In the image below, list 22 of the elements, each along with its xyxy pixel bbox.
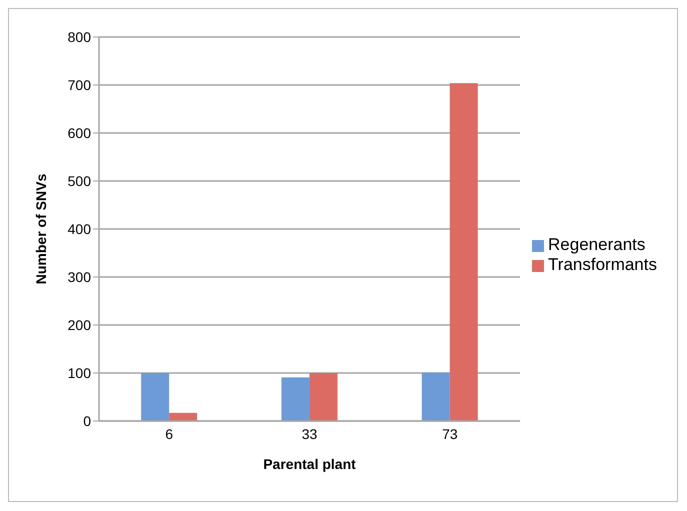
x-tick-label: 6 — [165, 426, 174, 442]
y-tick-label: 100 — [68, 364, 92, 381]
y-tick-label: 200 — [68, 316, 92, 333]
y-tick-label: 0 — [83, 412, 92, 429]
y-tick-label: 400 — [68, 220, 92, 237]
bar — [141, 373, 170, 421]
x-tick-label: 33 — [302, 426, 318, 442]
bar — [169, 412, 198, 421]
y-tick-label: 800 — [68, 28, 92, 45]
bar — [309, 373, 338, 421]
y-axis-title: Number of SNVs — [32, 174, 49, 284]
legend-label: Transformants — [548, 255, 657, 274]
y-tick-label: 700 — [68, 76, 92, 93]
bar — [281, 377, 310, 421]
x-tick-label: 73 — [442, 426, 458, 442]
x-axis-title: Parental plant — [263, 456, 356, 472]
y-tick-label: 500 — [68, 172, 92, 189]
bar — [450, 83, 478, 421]
y-tick-label: 600 — [68, 124, 92, 141]
y-tick-label: 300 — [68, 268, 92, 285]
legend-label: Regenerants — [548, 235, 646, 254]
bar — [422, 372, 450, 421]
